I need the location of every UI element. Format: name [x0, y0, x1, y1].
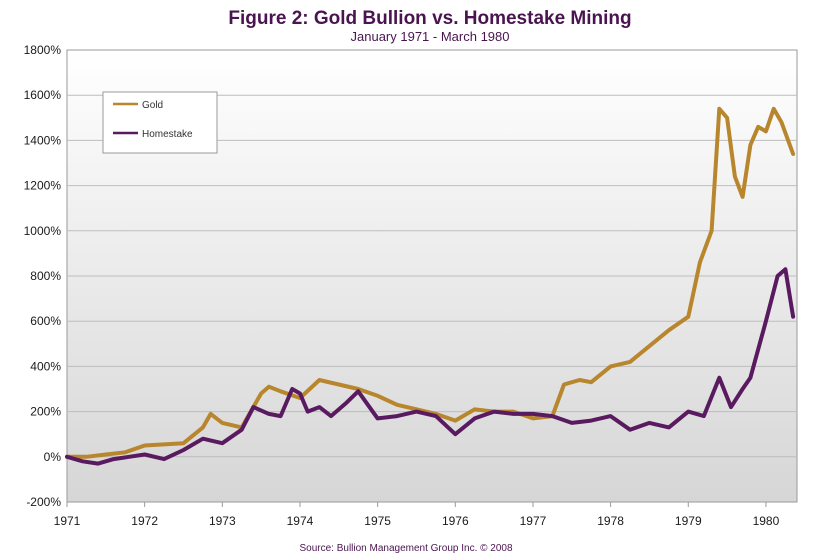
x-axis: 1971 1972 1973 1974 1975 1976 1977 1978 1979 1980 — [54, 502, 780, 528]
y-tick-label: 600% — [30, 314, 61, 328]
x-tick-label: 1980 — [753, 514, 780, 528]
legend: Gold Homestake — [102, 91, 218, 154]
x-tick-label: 1977 — [520, 514, 547, 528]
y-tick-label: 200% — [30, 405, 61, 419]
y-tick-label: 800% — [30, 269, 61, 283]
x-tick-label: 1973 — [209, 514, 236, 528]
x-tick-label: 1978 — [597, 514, 624, 528]
chart-title: Figure 2: Gold Bullion vs. Homestake Min… — [228, 8, 631, 29]
x-tick-label: 1971 — [54, 514, 81, 528]
y-tick-label: 1200% — [24, 179, 62, 193]
source-note: Source: Bullion Management Group Inc. © … — [299, 543, 512, 554]
y-tick-label: 1000% — [24, 224, 62, 238]
x-tick-label: 1972 — [131, 514, 158, 528]
x-tick-label: 1979 — [675, 514, 702, 528]
legend-label-homestake: Homestake — [142, 129, 193, 140]
x-tick-label: 1976 — [442, 514, 469, 528]
x-tick-label: 1974 — [287, 514, 314, 528]
y-axis: -200% 0% 200% 400% 600% 800% 1000% 1200% 1400% 16… — [24, 43, 62, 509]
legend-box — [102, 91, 218, 154]
y-tick-label: 400% — [30, 359, 61, 373]
legend-label-gold: Gold — [142, 100, 163, 111]
y-tick-label: 1800% — [24, 43, 62, 57]
y-tick-label: 1600% — [24, 88, 62, 102]
chart-subtitle: January 1971 - March 1980 — [351, 29, 510, 44]
y-tick-label: 1400% — [24, 133, 62, 147]
series-line-homestake — [65, 267, 796, 466]
y-tick-label: -200% — [26, 495, 61, 509]
series-lines — [65, 106, 796, 466]
y-tick-label: 0% — [44, 450, 62, 464]
x-tick-label: 1975 — [364, 514, 391, 528]
series-line-gold — [65, 106, 796, 459]
